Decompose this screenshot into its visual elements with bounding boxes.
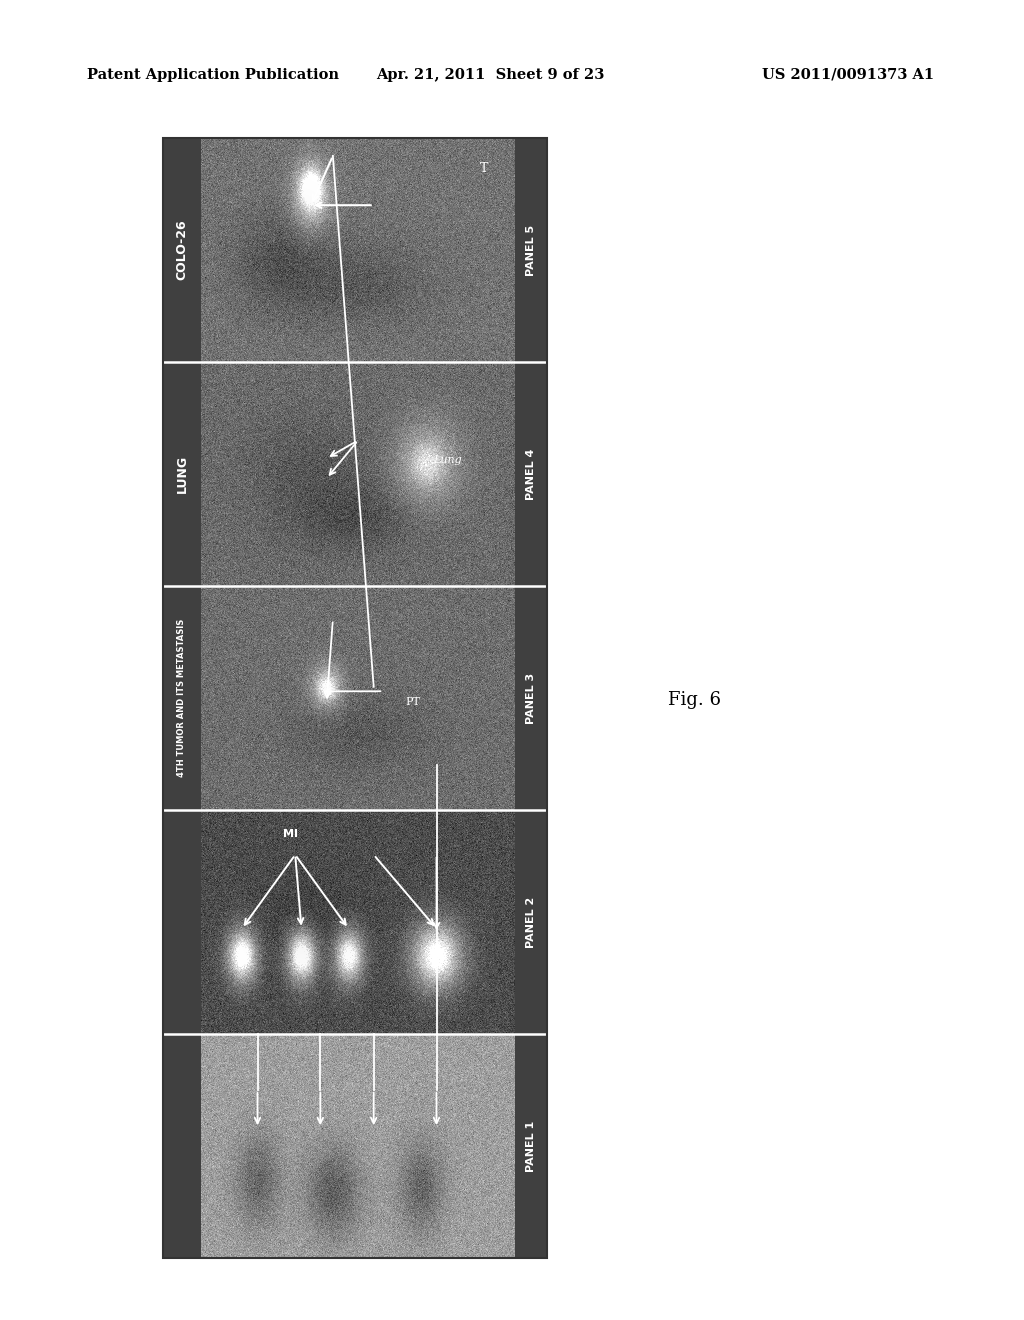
Text: PANEL 3: PANEL 3: [526, 672, 536, 723]
Bar: [163, 139, 547, 1258]
Text: PANEL 2: PANEL 2: [526, 896, 536, 948]
Text: Apr. 21, 2011  Sheet 9 of 23: Apr. 21, 2011 Sheet 9 of 23: [376, 69, 604, 82]
Bar: [163, 139, 547, 1258]
Text: T: T: [479, 161, 487, 174]
Text: PANEL 4: PANEL 4: [526, 449, 536, 500]
Text: Fig. 6: Fig. 6: [669, 690, 722, 709]
Text: Patent Application Publication: Patent Application Publication: [87, 69, 339, 82]
Text: PT: PT: [406, 697, 420, 706]
Text: COLO-26: COLO-26: [175, 219, 188, 280]
Bar: [163, 139, 201, 1258]
Text: US 2011/0091373 A1: US 2011/0091373 A1: [762, 69, 934, 82]
Text: Lung: Lung: [433, 455, 462, 465]
Text: PANEL 5: PANEL 5: [526, 224, 536, 276]
Text: LUNG: LUNG: [175, 455, 188, 494]
Text: 4TH TUMOR AND ITS METASTASIS: 4TH TUMOR AND ITS METASTASIS: [177, 619, 186, 777]
Bar: [515, 139, 547, 1258]
Text: PANEL 1: PANEL 1: [526, 1121, 536, 1172]
Text: MI: MI: [283, 829, 298, 840]
